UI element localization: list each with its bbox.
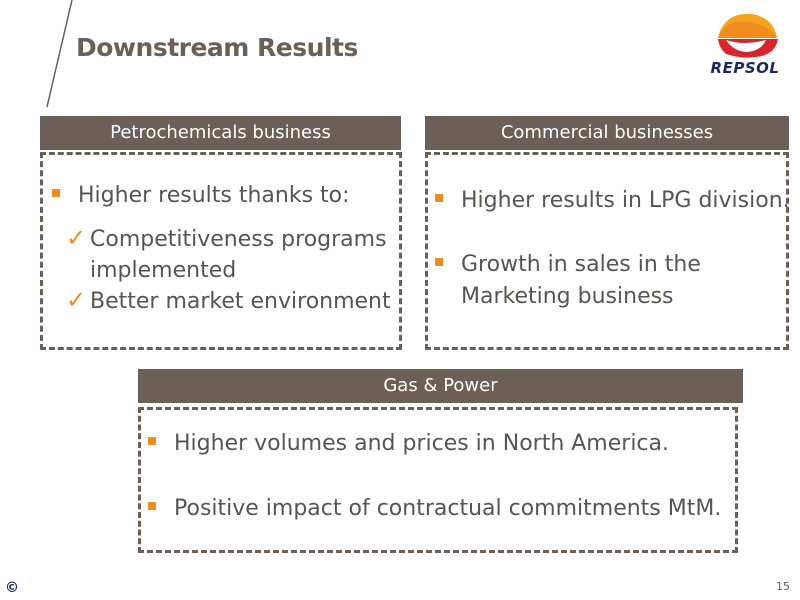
gas-box [138,407,738,553]
logo-wordmark: REPSOL [710,59,780,77]
gas-header: Gas & Power [138,369,743,403]
bullet-text: Higher results in LPG division. [461,188,790,213]
bullet-text: Positive impact of contractual commitmen… [174,496,722,521]
check-item-cont: implemented [90,255,236,287]
commercial-bullet-cont: Marketing business [461,281,674,313]
page-number: 15 [776,580,790,593]
bullet-icon [435,258,443,266]
copyright-symbol: © [5,580,19,596]
check-item: ✓ Competitiveness programs [66,224,387,256]
bullet-icon [148,437,156,445]
check-item: ✓ Better market environment [66,286,391,318]
commercial-bullet: Growth in sales in the [435,249,701,281]
commercial-bullet: Higher results in LPG division. [435,185,790,217]
repsol-logo-icon [718,13,778,58]
bullet-text: Higher volumes and prices in North Ameri… [174,431,669,456]
gas-bullet: Positive impact of contractual commitmen… [148,493,721,525]
checkmark-icon: ✓ [66,286,87,314]
bullet-icon [148,502,156,510]
petrochem-bullet: Higher results thanks to: [52,180,350,212]
commercial-box [425,152,789,350]
check-text: Better market environment [90,289,391,314]
petrochem-header: Petrochemicals business [40,116,401,150]
bullet-text: Marketing business [461,284,674,309]
bullet-text: Growth in sales in the [461,252,701,277]
bullet-icon [435,194,443,202]
bullet-icon [52,189,60,197]
repsol-logo: REPSOL [704,10,786,80]
commercial-header: Commercial businesses [425,116,789,150]
checkmark-icon: ✓ [66,224,87,252]
decorative-slash [46,0,73,108]
check-text: implemented [90,258,237,283]
petrochem-box [40,152,402,350]
gas-bullet: Higher volumes and prices in North Ameri… [148,428,669,460]
bullet-text: Higher results thanks to: [78,183,350,208]
page-title: Downstream Results [76,33,358,62]
check-text: Competitiveness programs [90,227,387,252]
